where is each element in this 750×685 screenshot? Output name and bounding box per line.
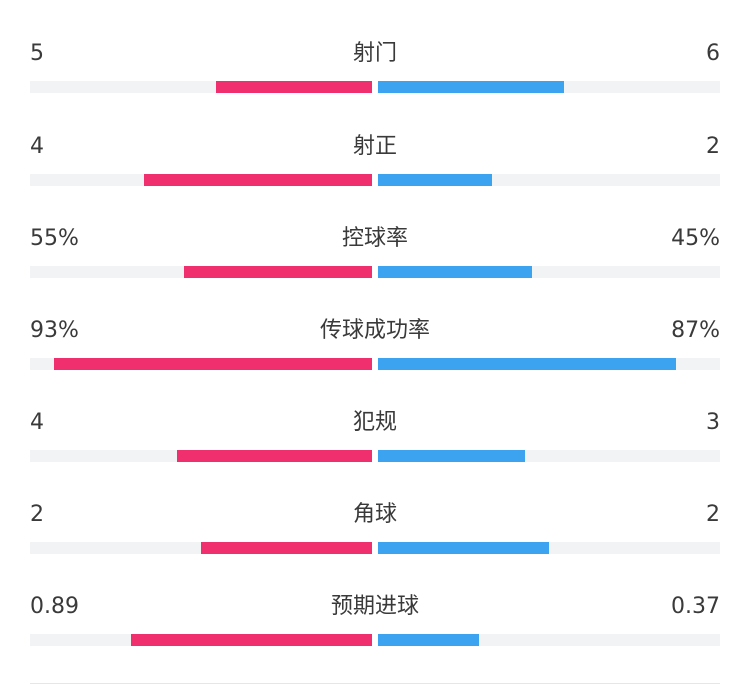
home-shots-on-target-track <box>30 174 372 186</box>
home-fouls-track <box>30 450 372 462</box>
home-corners-bar <box>201 542 372 554</box>
away-corners-value: 2 <box>706 502 720 527</box>
home-shots-bar <box>216 81 372 93</box>
away-possession-bar <box>378 266 532 278</box>
home-shots-value: 5 <box>30 41 44 66</box>
home-fouls-bar <box>176 450 372 462</box>
away-pass-accuracy-value: 87% <box>671 318 720 343</box>
possession-label: 控球率 <box>341 226 408 251</box>
stat-row-pass-accuracy: 93% 传球成功率 87% <box>0 317 750 409</box>
away-corners-bar <box>378 542 549 554</box>
stat-row-expected-goals: 0.89 预期进球 0.37 <box>0 593 750 685</box>
stat-row-fouls: 4 犯规 3 <box>0 409 750 501</box>
stat-row-shots-on-target: 4 射正 2 <box>0 133 750 225</box>
away-fouls-track <box>378 450 720 462</box>
away-corners-track <box>378 542 720 554</box>
away-shots-track <box>378 81 720 93</box>
away-shots-value: 6 <box>706 41 720 66</box>
away-possession-value: 45% <box>671 226 720 251</box>
home-shots-on-target-bar <box>143 174 372 186</box>
stat-row-shots: 5 射门 6 <box>0 40 750 132</box>
away-expected-goals-track <box>378 634 720 646</box>
stat-row-corners: 2 角球 2 <box>0 501 750 593</box>
home-corners-track <box>30 542 372 554</box>
home-shots-track <box>30 81 372 93</box>
stat-row-possession: 55% 控球率 45% <box>0 225 750 317</box>
away-fouls-bar <box>378 450 525 462</box>
home-pass-accuracy-track <box>30 358 372 370</box>
home-expected-goals-value: 0.89 <box>30 594 79 619</box>
home-pass-accuracy-value: 93% <box>30 318 79 343</box>
away-expected-goals-value: 0.37 <box>671 594 720 619</box>
home-fouls-value: 4 <box>30 410 44 435</box>
away-pass-accuracy-bar <box>378 358 676 370</box>
expected-goals-label: 预期进球 <box>330 594 419 619</box>
shots-on-target-label: 射正 <box>352 134 397 159</box>
away-shots-bar <box>378 81 565 93</box>
pass-accuracy-label: 传球成功率 <box>319 318 430 343</box>
shots-label: 射门 <box>352 41 397 66</box>
away-shots-on-target-value: 2 <box>706 134 720 159</box>
fouls-label: 犯规 <box>352 410 397 435</box>
away-fouls-value: 3 <box>706 410 720 435</box>
home-possession-value: 55% <box>30 226 79 251</box>
home-shots-on-target-value: 4 <box>30 134 44 159</box>
home-possession-track <box>30 266 372 278</box>
away-shots-on-target-bar <box>378 174 492 186</box>
home-possession-bar <box>183 266 372 278</box>
away-shots-on-target-track <box>378 174 720 186</box>
corners-label: 角球 <box>352 502 397 527</box>
away-expected-goals-bar <box>378 634 479 646</box>
home-expected-goals-bar <box>130 634 372 646</box>
away-pass-accuracy-track <box>378 358 720 370</box>
home-pass-accuracy-bar <box>53 358 372 370</box>
home-expected-goals-track <box>30 634 372 646</box>
home-corners-value: 2 <box>30 502 44 527</box>
away-possession-track <box>378 266 720 278</box>
